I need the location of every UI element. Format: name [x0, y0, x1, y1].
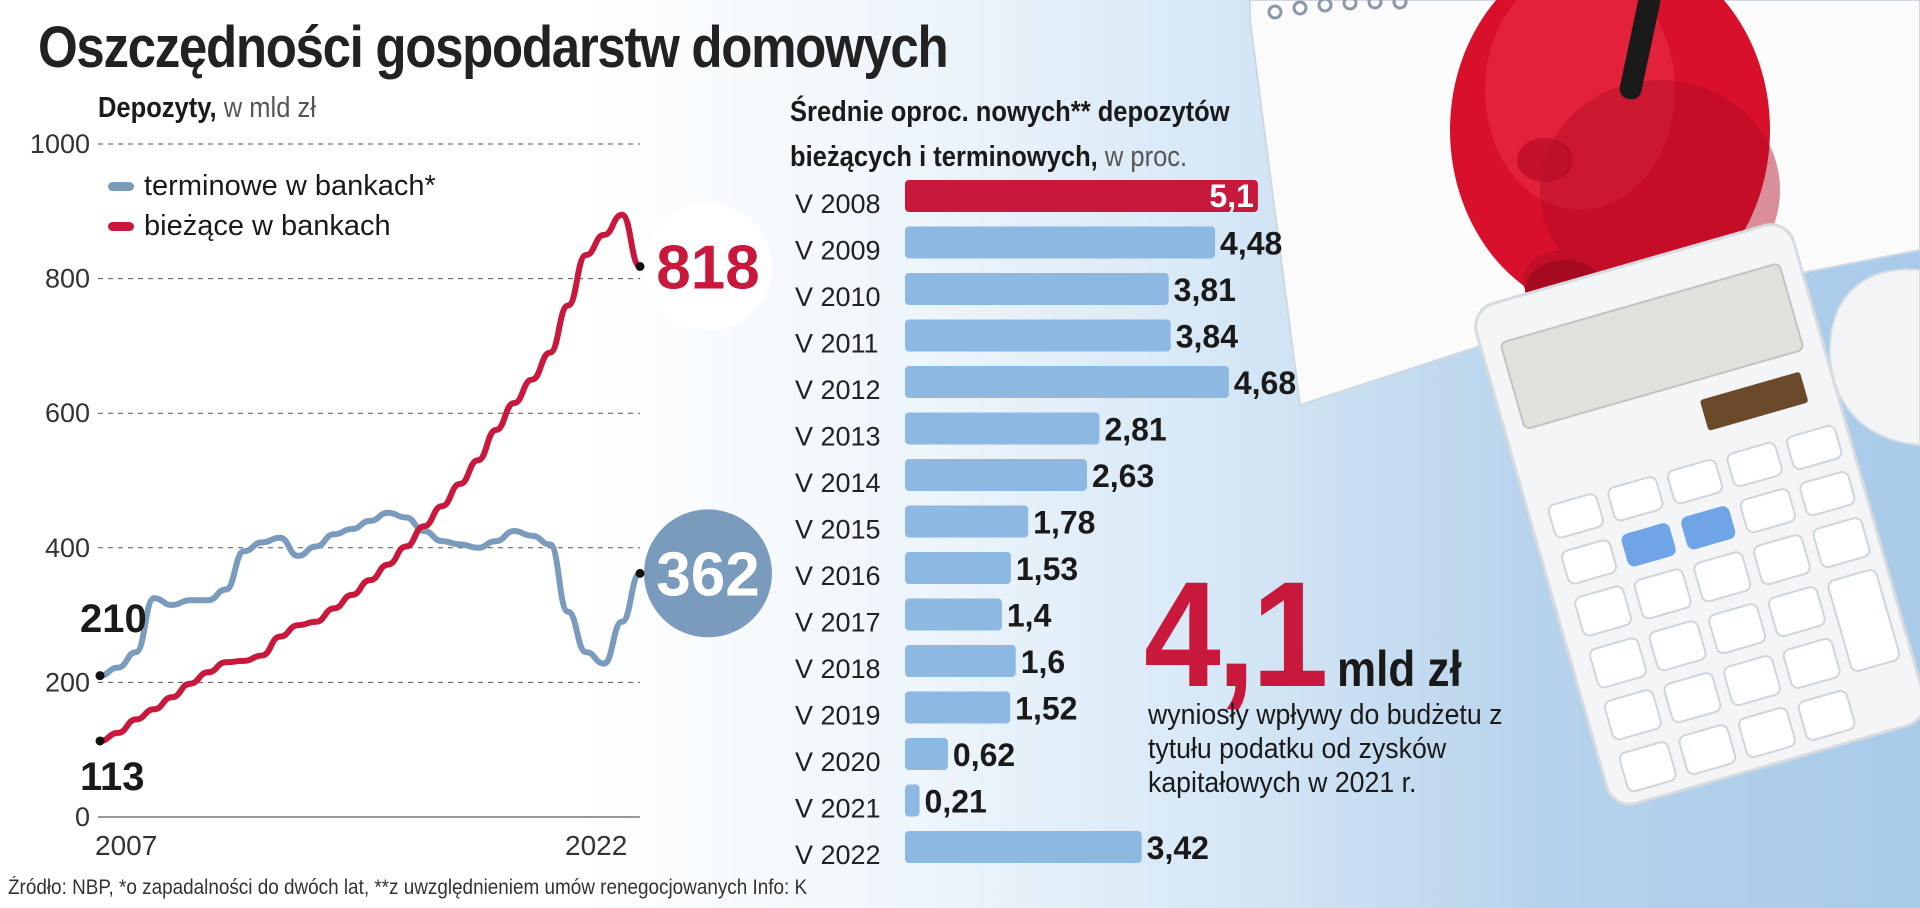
source-footer: Źródło: NBP, *o zapadalności do dwóch la…	[8, 876, 808, 899]
bar-value-label: 2,63	[1092, 458, 1154, 494]
bar	[905, 645, 1016, 677]
mouse-icon	[1828, 268, 1920, 447]
bar-category-label: V 2016	[795, 561, 881, 591]
series-end-point	[635, 261, 645, 271]
bar-category-label: V 2009	[795, 236, 881, 266]
line-chart-subtitle: Depozyty, w mld zł	[98, 92, 316, 125]
legend-swatch-red	[108, 222, 134, 231]
bar-value-label: 5,1	[1209, 178, 1253, 214]
bar	[905, 784, 920, 817]
series-end-bubble	[644, 202, 772, 331]
bar	[905, 738, 948, 770]
highlight-value: 4,1	[1144, 550, 1328, 718]
line-chart-subtitle-bold: Depozyty,	[98, 92, 217, 124]
bar	[905, 319, 1171, 352]
bar-category-label: V 2020	[795, 747, 881, 777]
x-tick-label: 2022	[565, 830, 627, 861]
bar-category-label: V 2012	[795, 375, 881, 405]
legend-item-terminowe: terminowe w bankach*	[108, 170, 436, 203]
bar	[905, 552, 1011, 584]
legend-label: bieżące w bankach	[144, 210, 391, 242]
bar-category-label: V 2015	[795, 515, 881, 545]
line-chart-unit: w mld zł	[223, 92, 316, 124]
bar-chart-title: Średnie oproc. nowych** depozytów bieżąc…	[790, 90, 1230, 180]
bar	[905, 226, 1216, 259]
bar	[905, 180, 1258, 212]
page-title: Oszczędności gospodarstw domowych	[38, 15, 949, 80]
bar-value-label: 1,6	[1021, 644, 1065, 680]
bar-value-label: 3,81	[1174, 272, 1236, 308]
bar	[905, 366, 1229, 398]
bar-value-label: 0,62	[953, 737, 1015, 773]
bar-value-label: 2,81	[1104, 412, 1166, 448]
bar-category-label: V 2008	[795, 189, 881, 219]
y-tick-label: 0	[75, 802, 90, 832]
bar	[905, 459, 1087, 491]
bar-value-label: 0,21	[925, 784, 987, 820]
bar	[905, 691, 1011, 724]
bar	[905, 831, 1142, 863]
bar-value-label: 1,53	[1016, 551, 1078, 587]
highlight-description: wyniosły wpływy do budżetu z tytułu poda…	[1148, 699, 1503, 799]
legend-item-biezace: bieżące w bankach	[108, 210, 391, 243]
bar-category-label: V 2017	[795, 608, 881, 638]
series-end-bubble	[644, 509, 772, 638]
legend-swatch-blue	[108, 182, 134, 191]
bar-category-label: V 2019	[795, 701, 881, 731]
bar-value-label: 1,78	[1033, 505, 1095, 541]
y-tick-label: 800	[45, 264, 90, 294]
bar-value-label: 1,52	[1015, 691, 1077, 727]
bar-category-label: V 2011	[795, 329, 879, 359]
bar-value-label: 3,84	[1176, 319, 1238, 355]
bar	[905, 598, 1002, 631]
series-end-label: 362	[656, 540, 759, 609]
y-tick-label: 200	[45, 667, 90, 697]
bar-value-label: 1,4	[1007, 598, 1052, 634]
x-tick-label: 2007	[95, 830, 157, 861]
bar-chart-title-line1: Średnie oproc. nowych** depozytów	[790, 96, 1230, 128]
bar	[905, 273, 1169, 305]
bar-category-label: V 2010	[795, 282, 881, 312]
series-start-point	[95, 671, 105, 681]
bar-category-label: V 2018	[795, 654, 881, 684]
bar-chart-title-line2: bieżących i terminowych,	[790, 141, 1098, 173]
y-tick-label: 600	[45, 398, 90, 428]
series-line	[97, 509, 643, 679]
bar-category-label: V 2022	[795, 840, 881, 870]
bar-category-label: V 2014	[795, 468, 881, 498]
highlight-figure: 4,1 mld zł	[1144, 548, 1479, 721]
series-start-label: 113	[80, 755, 145, 799]
bar	[905, 505, 1029, 538]
bar-value-label: 4,48	[1220, 226, 1282, 262]
series-start-point	[95, 736, 105, 746]
bar-category-label: V 2013	[795, 422, 881, 452]
bar-category-label: V 2021	[795, 794, 881, 824]
legend-label: terminowe w bankach*	[144, 170, 436, 202]
y-tick-label: 1000	[30, 129, 90, 159]
series-end-point	[635, 568, 645, 578]
highlight-unit: mld zł	[1336, 641, 1462, 697]
bar-chart-unit: w proc.	[1104, 141, 1188, 173]
series-start-label: 210	[80, 597, 147, 641]
series-end-label: 818	[656, 233, 759, 302]
y-tick-label: 400	[45, 533, 90, 563]
bar-value-label: 4,68	[1234, 365, 1296, 401]
series-line	[97, 211, 643, 744]
calculator-icon	[1474, 223, 1920, 806]
bar	[905, 412, 1100, 445]
bar-value-label: 3,42	[1147, 830, 1209, 866]
